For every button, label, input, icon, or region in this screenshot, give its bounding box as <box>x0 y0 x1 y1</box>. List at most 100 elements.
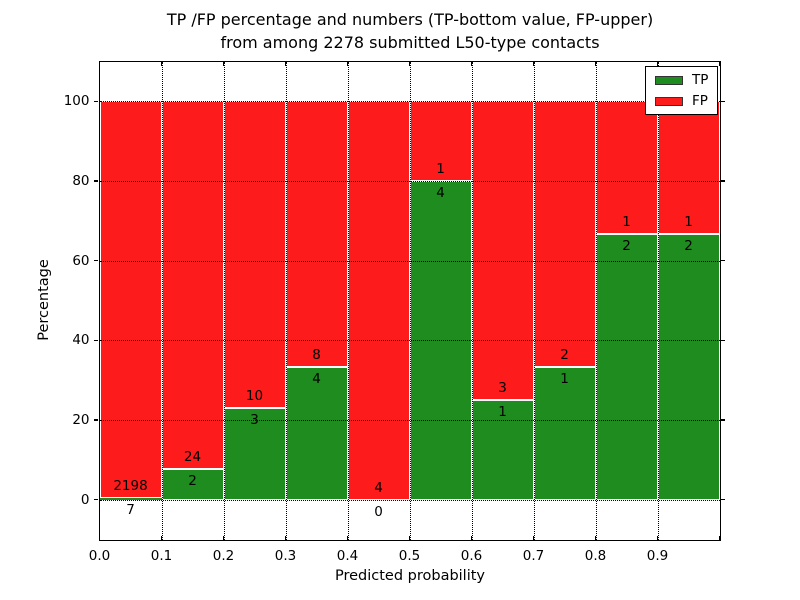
bar-tp-segment <box>595 234 658 500</box>
v-gridline <box>285 61 287 540</box>
fp-count-label: 2198 <box>113 478 148 495</box>
tp-count-label: 2 <box>622 238 631 255</box>
fp-count-label: 10 <box>245 387 264 404</box>
chart-title-line1: TP /FP percentage and numbers (TP-bottom… <box>166 10 654 29</box>
fp-count-label: 24 <box>183 449 202 466</box>
x-tick-top <box>98 61 101 66</box>
v-gridline <box>533 61 535 540</box>
y-tick-right <box>721 260 725 262</box>
y-tick-label: 60 <box>72 252 90 269</box>
fp-count-label: 1 <box>684 214 693 231</box>
x-tick-label: 0.9 <box>646 547 669 564</box>
fp-count-label: 3 <box>498 380 507 397</box>
tp-count-label: 0 <box>374 503 383 520</box>
y-tick-left <box>94 419 98 421</box>
x-tick-bottom <box>594 535 597 540</box>
fp-count-label: 4 <box>374 479 383 496</box>
bar-fp-segment <box>657 101 720 235</box>
y-tick-right <box>721 419 725 421</box>
x-tick-bottom <box>470 535 473 540</box>
x-tick-label: 0.4 <box>336 547 359 564</box>
y-tick-left <box>94 260 98 262</box>
x-tick-top <box>222 61 225 66</box>
v-gridline <box>409 61 411 540</box>
x-tick-bottom <box>284 535 287 540</box>
x-tick-bottom <box>98 535 101 540</box>
y-tick-label: 80 <box>72 173 90 189</box>
x-tick-bottom <box>532 535 535 540</box>
x-tick-top <box>408 61 411 66</box>
bar-fp-segment <box>161 101 224 470</box>
legend-item-tp: TP <box>655 73 708 87</box>
x-tick-label: 0.8 <box>584 547 607 564</box>
bar-tp-segment <box>657 234 720 500</box>
x-tick-top <box>656 61 659 66</box>
x-tick-top <box>594 61 597 66</box>
x-tick-label: 0.5 <box>398 547 421 564</box>
x-tick-bottom <box>160 535 163 540</box>
tp-count-label: 4 <box>436 185 445 201</box>
chart-title: TP /FP percentage and numbers (TP-bottom… <box>100 8 720 54</box>
plot-area: 0 20 40 60 80 100 0.0 0.1 0.2 0.3 0.4 0.5 0.6 0.7 0.8 0… <box>64 60 725 564</box>
y-tick-left <box>94 499 98 501</box>
x-tick-label: 0.0 <box>88 547 111 564</box>
fp-count-label: 8 <box>312 346 321 363</box>
bar-fp-segment <box>99 101 162 499</box>
x-tick-bottom <box>346 535 349 540</box>
chart-title-line2: from among 2278 submitted L50-type conta… <box>220 33 600 52</box>
y-tick-left <box>94 339 98 341</box>
bar-fp-segment <box>347 101 410 500</box>
tp-count-label: 1 <box>560 370 569 387</box>
x-tick-label: 0.6 <box>460 547 483 564</box>
x-tick-label: 0.3 <box>274 547 297 564</box>
y-tick-label: 100 <box>63 93 90 110</box>
tp-count-label: 2 <box>188 473 197 490</box>
bar-fp-segment <box>533 101 596 367</box>
bar-fp-segment <box>223 101 286 408</box>
bar-fp-segment <box>471 101 534 401</box>
bar-tp-segment <box>285 366 348 500</box>
tp-count-label: 2 <box>684 238 693 255</box>
v-gridline <box>595 61 597 540</box>
legend-label-fp: FP <box>692 93 708 109</box>
bar-tp-segment <box>223 407 286 500</box>
bar-fp-segment <box>285 101 348 367</box>
tp-color-swatch <box>655 75 683 85</box>
x-tick-top <box>470 61 473 66</box>
y-tick-label: 20 <box>72 412 90 428</box>
y-axis-label: Percentage <box>36 259 52 341</box>
x-tick-top <box>532 61 535 66</box>
x-tick-label: 0.1 <box>150 547 173 564</box>
bar-tp-segment <box>99 498 162 500</box>
x-tick-label: 0.7 <box>522 547 545 564</box>
y-tick-left <box>94 100 98 102</box>
v-gridline <box>347 61 349 540</box>
y-tick-label: 40 <box>72 332 90 349</box>
fp-color-swatch <box>655 96 683 106</box>
fp-count-label: 1 <box>622 214 631 231</box>
legend-item-fp: FP <box>655 94 708 108</box>
x-tick-top <box>346 61 349 66</box>
v-gridline <box>161 61 163 540</box>
x-tick-bottom <box>408 535 411 540</box>
x-tick-bottom <box>222 535 225 540</box>
tp-count-label: 3 <box>250 411 259 428</box>
x-tick-bottom <box>656 535 659 540</box>
tp-count-label: 1 <box>498 404 507 421</box>
y-tick-right <box>721 180 725 182</box>
fp-count-label: 2 <box>560 346 569 363</box>
x-tick-top <box>718 61 721 66</box>
v-gridline <box>223 61 225 540</box>
x-tick-top <box>284 61 287 66</box>
x-tick-bottom <box>718 535 721 540</box>
tp-count-label: 4 <box>312 370 321 387</box>
x-tick-label: 0.2 <box>212 547 235 564</box>
y-tick-right <box>721 499 725 501</box>
x-axis-label: Predicted probability <box>334 568 486 584</box>
y-tick-right <box>721 339 725 341</box>
x-tick-top <box>160 61 163 66</box>
v-gridline <box>471 61 473 540</box>
v-gridline <box>657 61 659 540</box>
legend: TP FP <box>645 66 719 115</box>
y-tick-right <box>721 100 725 102</box>
